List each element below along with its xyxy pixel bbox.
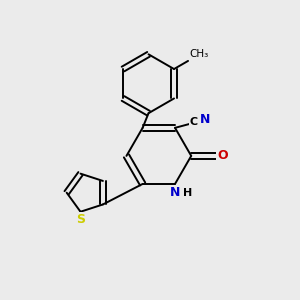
- Text: H: H: [183, 188, 192, 198]
- Text: C: C: [190, 117, 198, 127]
- Text: S: S: [76, 214, 85, 226]
- Text: O: O: [218, 149, 228, 162]
- Text: N: N: [200, 113, 211, 126]
- Text: N: N: [170, 186, 180, 199]
- Text: CH₃: CH₃: [190, 49, 209, 58]
